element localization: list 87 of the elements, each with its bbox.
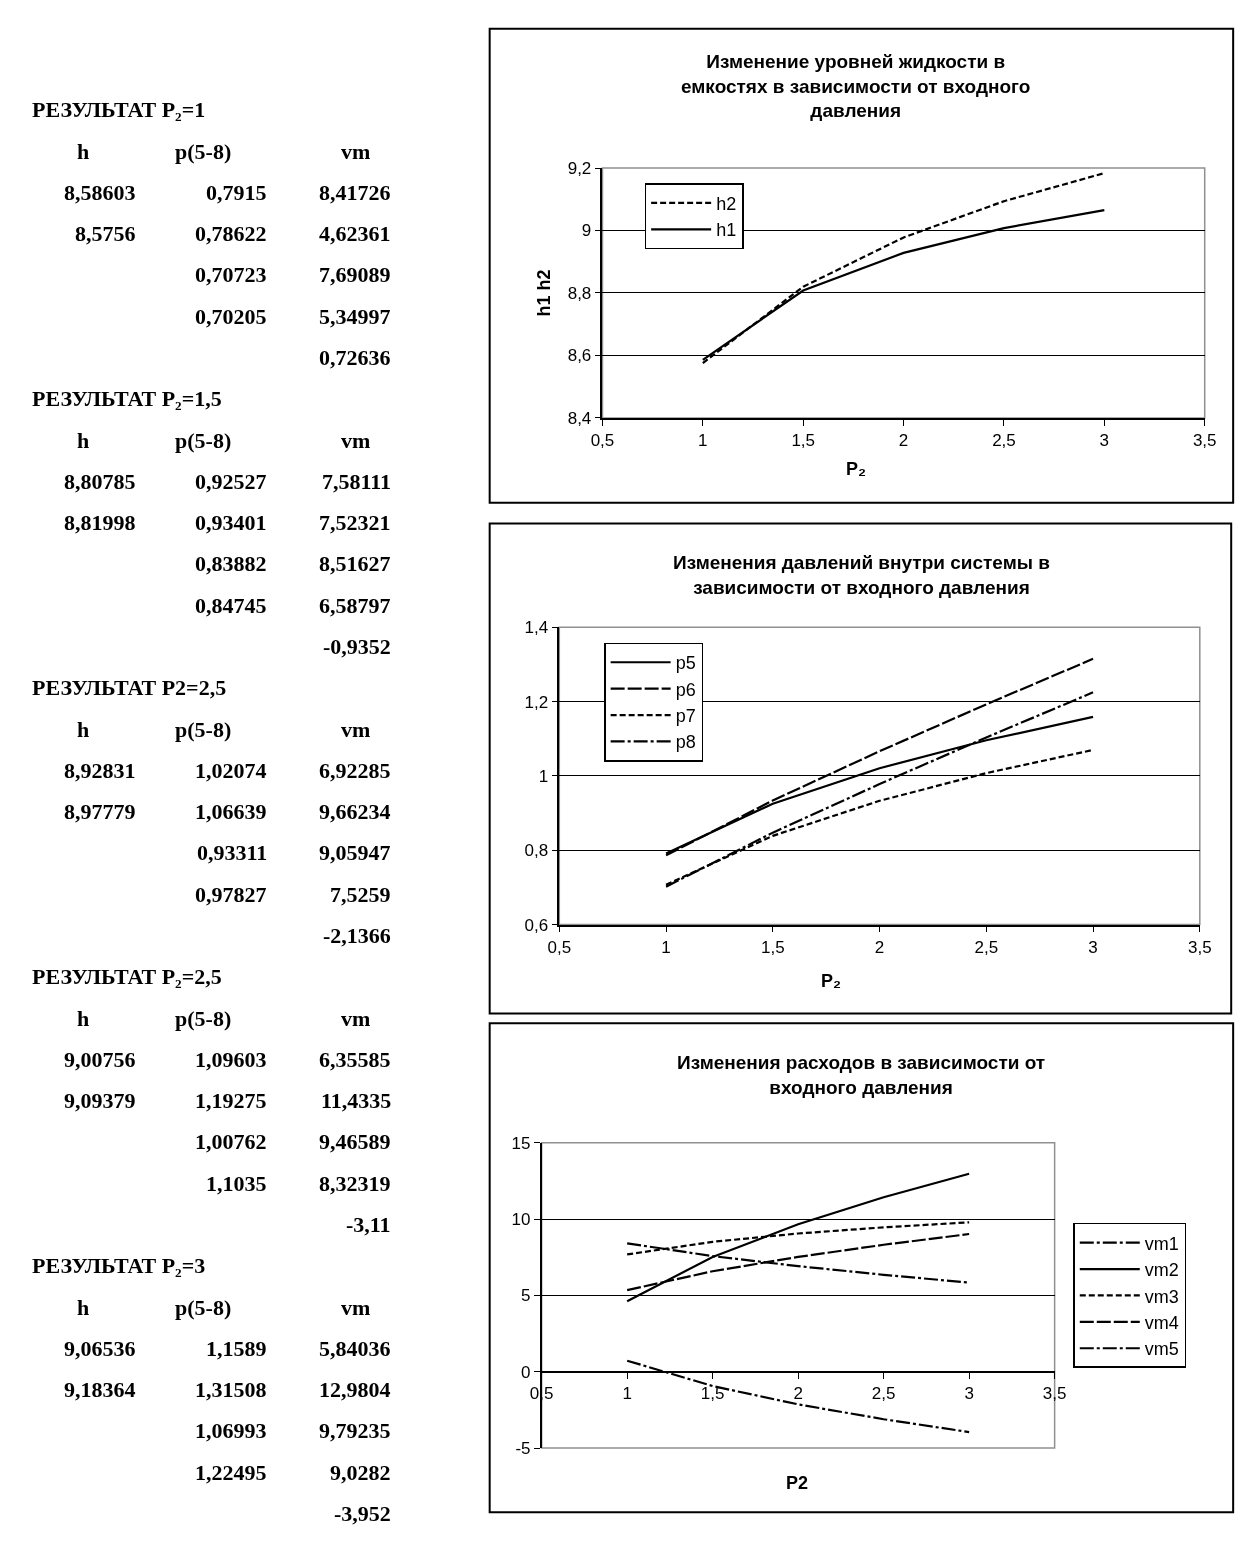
text: 1,22495 9,0282 (195, 1460, 391, 1485)
x-tick-label: 1 (698, 431, 708, 451)
x-tick-label: 0,5 (547, 937, 572, 957)
legend-label: p8 (675, 732, 696, 753)
text: 0,97827 7,5259 (195, 882, 391, 907)
x-axis-title: P₂ (846, 459, 867, 479)
text: 0,93311 9,05947 (197, 840, 391, 865)
text: 0,72636 (319, 345, 391, 370)
text: 8,81998 0,93401 7,52321 (64, 510, 391, 535)
text: h p(5-8) vm (77, 1295, 371, 1320)
text: 0,70723 7,69089 (195, 262, 391, 287)
legend-label: vm2 (1144, 1260, 1179, 1281)
text: -3,11 (346, 1212, 391, 1237)
text: 1,1035 8,32319 (206, 1171, 391, 1196)
text: 9,00756 1,09603 6,35585 (64, 1047, 391, 1072)
y-tick-label: 8,4 (567, 408, 592, 428)
text: 0,70205 5,34997 (195, 304, 391, 329)
legend-label: vm1 (1144, 1233, 1179, 1254)
chart-title: Изменения расходов в зависимости от входного давления (677, 1052, 1046, 1098)
legend-label: p7 (675, 706, 696, 727)
text: 8,92831 1,02074 6,92285 (64, 758, 391, 783)
x-tick-label: 2,5 (992, 431, 1016, 451)
y-tick-label: 5 (521, 1286, 531, 1306)
text: 0,84745 6,58797 (195, 593, 391, 618)
x-tick-label: 0,5 (590, 431, 615, 451)
text: РЕЗУЛЬТАТ P2=2,5 (32, 675, 227, 700)
x-tick-label: 3 (1088, 937, 1098, 957)
text: h p(5-8) vm (77, 717, 371, 742)
text: -2,1366 (323, 923, 391, 948)
text: 9,18364 1,31508 12,9804 (64, 1377, 391, 1402)
text: 0,83882 8,51627 (195, 551, 391, 576)
text: 8,5756 0,78622 4,62361 (75, 221, 391, 246)
y-tick-label: 1,2 (524, 692, 549, 712)
legend-label: p6 (675, 679, 696, 700)
chart-title: Изменение уровней жидкости в емкостях в зависимости от входного давления (681, 51, 1031, 122)
y-tick-label: -5 (515, 1439, 531, 1459)
y-axis-title: h1 h2 (534, 269, 555, 317)
text: h p(5-8) vm (77, 428, 371, 453)
legend-label: h1 (716, 220, 737, 241)
y-tick-label: 8,6 (567, 346, 592, 366)
text: РЕЗУЛЬТАТ P₂=2,5 (32, 964, 222, 989)
y-tick-label: 9 (581, 221, 592, 241)
y-tick-label: 0,6 (524, 915, 549, 935)
text: 8,58603 0,7915 8,41726 (64, 180, 391, 205)
x-tick-label: 1,5 (760, 937, 785, 957)
text: -3,952 (334, 1501, 391, 1526)
legend-label: p5 (675, 653, 696, 674)
legend-label: vm3 (1144, 1286, 1179, 1307)
y-tick-label: 1,4 (524, 618, 549, 638)
text: 9,06536 1,1589 5,84036 (64, 1336, 391, 1361)
y-tick-label: 8,8 (567, 283, 592, 303)
text: РЕЗУЛЬТАТ P₂=3 (32, 1253, 206, 1278)
x-tick-label: 3 (1099, 431, 1110, 451)
text: РЕЗУЛЬТАТ P₂=1 (32, 97, 206, 122)
text: 8,97779 1,06639 9,66234 (64, 799, 391, 824)
x-tick-label: 3 (964, 1383, 974, 1403)
text: h p(5-8) vm (77, 1006, 371, 1031)
y-tick-label: 9,2 (567, 158, 592, 178)
x-tick-label: 2,5 (871, 1383, 896, 1403)
x-tick-label: 3,5 (1042, 1383, 1067, 1403)
x-tick-label: 3,5 (1192, 431, 1217, 451)
text: 1,06993 9,79235 (195, 1418, 391, 1443)
legend-label: vm4 (1144, 1312, 1179, 1333)
text: -0,9352 (323, 634, 391, 659)
x-tick-label: 1 (661, 937, 671, 957)
text: 8,80785 0,92527 7,58111 (64, 469, 392, 494)
x-tick-label: 1 (622, 1383, 632, 1403)
y-tick-label: 15 (511, 1133, 531, 1153)
legend-label: h2 (716, 193, 737, 214)
text: 1,00762 9,46589 (195, 1129, 391, 1154)
y-tick-label: 0 (521, 1362, 531, 1382)
chart-title: Изменения давлений внутри системы в зависимости от входного давления (673, 552, 1050, 598)
x-tick-label: 2 (793, 1383, 803, 1403)
x-axis-title: P2 (786, 1473, 809, 1493)
text: РЕЗУЛЬТАТ P₂=1,5 (32, 386, 222, 411)
y-tick-label: 10 (511, 1210, 531, 1230)
text: 9,09379 1,19275 11,4335 (64, 1088, 392, 1113)
y-tick-label: 1 (538, 766, 549, 786)
x-tick-label: 2 (874, 937, 885, 957)
x-tick-label: 3,5 (1187, 937, 1212, 957)
x-tick-label: 1,5 (791, 431, 816, 451)
legend-label: vm5 (1144, 1339, 1179, 1360)
text: h p(5-8) vm (77, 139, 371, 164)
y-tick-label: 0,8 (524, 841, 549, 861)
x-axis-title: P₂ (821, 971, 842, 991)
x-tick-label: 2 (898, 431, 909, 451)
x-tick-label: 2,5 (974, 937, 999, 957)
